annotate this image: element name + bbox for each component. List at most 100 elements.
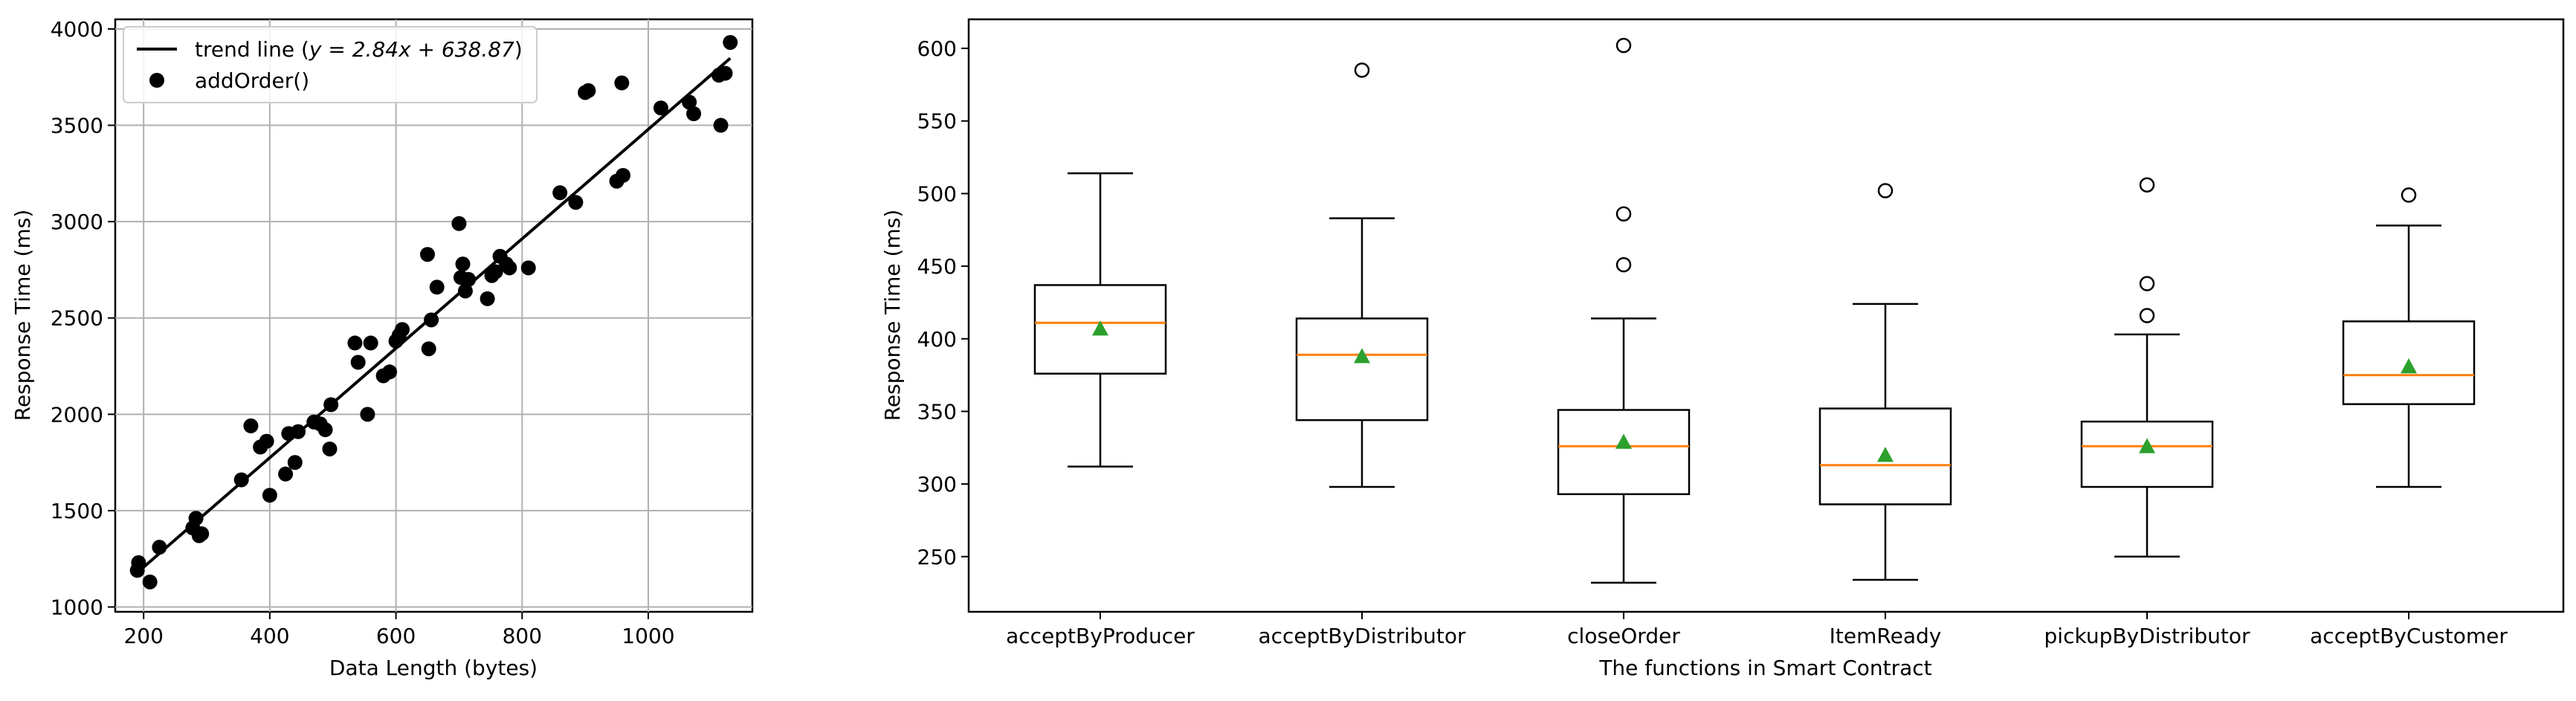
box-y-axis-label: Response Time (ms) (880, 210, 905, 421)
data-point (455, 256, 471, 272)
data-point (451, 216, 467, 231)
y-tick-label: 300 (917, 472, 957, 497)
box-ItemReady (1818, 183, 1952, 581)
data-point (363, 335, 378, 351)
mean-marker (2401, 358, 2417, 374)
data-point (461, 271, 477, 287)
box-closeOrder (1557, 37, 1691, 584)
data-point (259, 433, 274, 449)
y-tick-label: 1500 (51, 499, 103, 523)
box-x-axis-label: The functions in Smart Contract (1598, 656, 1931, 680)
y-tick-label: 3500 (51, 114, 103, 138)
data-point (420, 247, 436, 262)
data-point (152, 540, 167, 555)
data-point (188, 511, 204, 526)
y-tick-label: 250 (917, 545, 957, 569)
box-x-ticks: acceptByProducer acceptByDistributor close… (1006, 612, 2508, 648)
x-tick-label: 200 (123, 624, 163, 648)
data-point (717, 65, 733, 81)
data-point (424, 312, 439, 328)
data-point (568, 195, 584, 210)
scatter-legend: trend line (y = 2.84x + 638.87) addOrder… (123, 26, 538, 103)
legend-addorder-marker (149, 73, 164, 88)
data-point (382, 364, 398, 380)
outlier-point (1615, 256, 1632, 273)
data-point (713, 117, 729, 133)
box-acceptByDistributor (1295, 62, 1429, 488)
box-acceptByProducer (1033, 172, 1167, 468)
data-point (488, 264, 503, 280)
outlier-point (1877, 183, 1894, 198)
y-tick-label: 3000 (51, 210, 103, 234)
scatter-x-axis-label: Data Length (bytes) (329, 656, 538, 680)
data-point (262, 488, 277, 503)
box-plot-area (967, 18, 2565, 613)
scatter-y-ticks: 1000 1500 2000 2500 3000 3500 4000 (51, 17, 115, 620)
box-chart: 250 300 350 400 450 500 550 600 acceptByProduce… (880, 18, 2565, 680)
box-elements (1033, 37, 2476, 584)
scatter-chart: 200 400 600 800 1000 1000 1500 2000 2500 3000 350… (10, 17, 754, 680)
outlier-point (1354, 62, 1370, 78)
x-tick-label: 800 (503, 624, 542, 648)
data-point (480, 291, 495, 306)
x-tick-label: acceptByDistributor (1258, 624, 1466, 648)
data-point (614, 75, 630, 91)
y-tick-label: 400 (917, 327, 957, 352)
data-point (581, 83, 596, 98)
outlier-point (1615, 206, 1632, 222)
x-tick-label: acceptByProducer (1006, 624, 1195, 648)
mean-marker (1615, 433, 1632, 449)
data-point (233, 472, 249, 488)
data-point (323, 397, 339, 413)
y-tick-label: 2500 (51, 306, 103, 331)
x-tick-label: closeOrder (1567, 624, 1680, 648)
data-point (682, 94, 697, 110)
data-point (194, 526, 210, 542)
iqr-box (1818, 407, 1952, 505)
iqr-box (1033, 284, 1167, 375)
data-point (243, 418, 259, 433)
data-point (616, 167, 631, 183)
data-point (278, 466, 294, 482)
y-tick-label: 550 (917, 109, 957, 134)
scatter-x-ticks: 200 400 600 800 1000 (123, 612, 675, 648)
x-tick-label: pickupByDistributor (2044, 624, 2250, 648)
data-point (360, 407, 375, 422)
data-point (421, 341, 436, 357)
legend-trend-line-label: trend line (y = 2.84x + 638.87) (195, 37, 523, 62)
data-point (287, 455, 303, 471)
iqr-box (1557, 409, 1691, 496)
x-tick-label: 1000 (622, 624, 674, 648)
box-pickupByDistributor (2080, 177, 2214, 558)
data-point (395, 322, 410, 337)
outlier-point (2139, 276, 2155, 291)
x-tick-label: 600 (376, 624, 416, 648)
mean-marker (1092, 320, 1108, 336)
outlier-point (2139, 308, 2155, 323)
legend-addorder-label: addOrder() (195, 68, 309, 93)
data-point (317, 422, 333, 438)
y-tick-label: 1000 (51, 595, 103, 620)
iqr-box (1295, 317, 1429, 421)
legend-trend-formula: y = 2.84x + 638.87 (309, 37, 514, 62)
legend-box (123, 26, 538, 103)
data-point (322, 441, 338, 456)
data-point (723, 35, 738, 51)
iqr-box (2342, 320, 2476, 405)
outlier-point (1615, 37, 1632, 54)
scatter-points (129, 35, 738, 589)
y-tick-label: 350 (917, 399, 957, 424)
x-tick-label: 400 (250, 624, 289, 648)
data-point (347, 335, 363, 351)
data-point (142, 574, 158, 589)
x-tick-label: acceptByCustomer (2310, 624, 2508, 648)
box-acceptByCustomer (2342, 187, 2476, 488)
data-point (502, 260, 517, 276)
data-point (552, 185, 568, 201)
data-point (653, 100, 668, 116)
outlier-point (2401, 187, 2417, 203)
legend-trend-prefix: trend line ( (195, 37, 309, 62)
mean-marker (1877, 447, 1894, 462)
box-y-ticks: 250 300 350 400 450 500 550 600 (917, 36, 969, 569)
